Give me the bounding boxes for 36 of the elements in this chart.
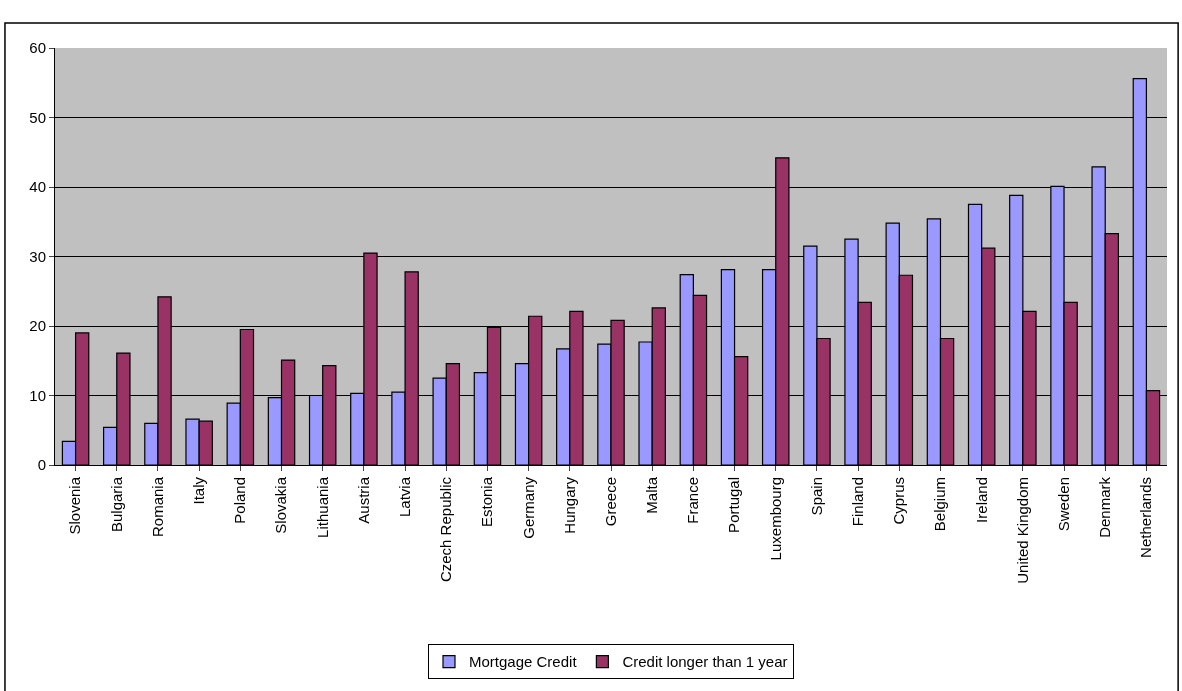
x-tick-label: Denmark <box>1096 476 1114 538</box>
x-tick-label: Sweden <box>1054 477 1072 532</box>
x-tick-label: Portugal <box>725 477 743 533</box>
y-tick-label: 50 <box>29 108 46 126</box>
x-tick-label: Germany <box>519 476 537 539</box>
y-tick-label: 0 <box>37 456 46 474</box>
x-tick-label: Bulgaria <box>107 476 125 533</box>
x-tick-label: Czech Republic <box>437 476 455 583</box>
x-tick-label: Estonia <box>478 476 496 528</box>
y-tick-label: 40 <box>29 178 46 196</box>
x-tick-label: Malta <box>643 476 661 514</box>
x-tick-label: France <box>684 477 702 524</box>
x-tick-label: Austria <box>354 476 372 524</box>
x-tick-label: Belgium <box>931 477 949 532</box>
x-tick-label: Spain <box>807 477 825 516</box>
x-tick-label: Latvia <box>395 476 413 518</box>
x-tick-label: Romania <box>148 476 166 538</box>
x-tick-label: Ireland <box>972 477 990 523</box>
x-tick-label: Finland <box>848 477 866 527</box>
x-tick-label: Hungary <box>560 476 578 534</box>
x-tick-label: Cyprus <box>890 477 908 525</box>
y-tick-label: 60 <box>29 39 46 57</box>
x-tick-label: Italy <box>190 476 208 505</box>
legend-label: Credit longer than 1 year <box>622 653 788 671</box>
y-tick-label: 30 <box>29 247 46 265</box>
x-tick-label: United Kingdom <box>1013 477 1031 584</box>
x-tick-label: Luxembourg <box>766 477 784 561</box>
legend-label: Mortgage Credit <box>469 653 578 671</box>
y-tick-label: 20 <box>29 317 46 335</box>
x-tick-label: Poland <box>231 477 249 524</box>
x-tick-label: Greece <box>601 477 619 527</box>
x-tick-label: Slovakia <box>272 476 290 534</box>
x-tick-label: Slovenia <box>66 476 84 535</box>
x-tick-label: Lithuania <box>313 476 331 538</box>
y-tick-label: 10 <box>29 386 46 404</box>
x-tick-label: Netherlands <box>1137 477 1155 558</box>
